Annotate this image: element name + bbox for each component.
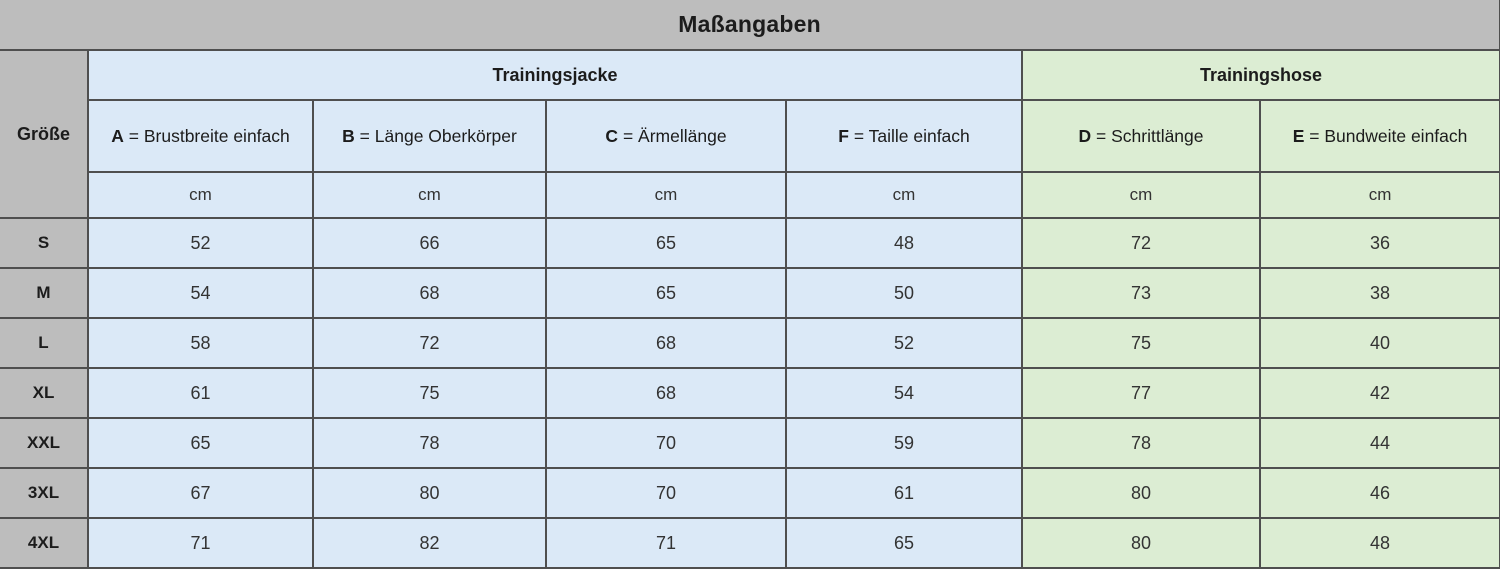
column-key-e: E	[1292, 125, 1305, 146]
column-key-d: D	[1078, 125, 1092, 146]
value-cell: 80	[312, 467, 547, 519]
column-label-a: Brustbreite einfach	[143, 125, 290, 146]
group-header-trainingsjacke: Trainingsjacke	[87, 49, 1023, 101]
column-label-d: Schrittlänge	[1111, 125, 1204, 146]
value-cell: 80	[1021, 517, 1261, 569]
column-key-a: A	[111, 125, 124, 146]
value-cell: 58	[87, 317, 314, 369]
value-cell: 70	[545, 417, 787, 469]
size-column-header: Größe	[0, 49, 89, 219]
size-row-m: M 54 68 65 50 73 38	[0, 267, 1500, 319]
column-key-b: B	[342, 125, 355, 146]
unit-row: cm cm cm cm cm cm	[0, 171, 1500, 219]
group-header-trainingshose: Trainingshose	[1020, 49, 1500, 101]
value-cell: 80	[1021, 467, 1261, 519]
column-label-f: Taille einfach	[868, 125, 970, 146]
value-cell: 78	[1021, 417, 1261, 469]
value-cell: 77	[1021, 367, 1261, 419]
value-cell: 54	[87, 267, 314, 319]
size-row-s: S 52 66 65 48 72 36	[0, 217, 1500, 269]
size-row-xxl: XXL 65 78 70 59 78 44	[0, 417, 1500, 469]
value-cell: 68	[545, 317, 787, 369]
value-cell: 52	[87, 217, 314, 269]
group-header-row: Größe Trainingsjacke Trainingshose	[0, 49, 1500, 219]
value-cell: 46	[1258, 467, 1500, 519]
value-cell: 36	[1258, 217, 1500, 269]
separator: =	[853, 125, 865, 146]
chart-title: Maßangaben	[0, 0, 1500, 51]
column-key-c: C	[605, 125, 619, 146]
value-cell: 42	[1258, 367, 1500, 419]
unit-cell: cm	[1258, 171, 1500, 219]
column-header-c: C = Ärmellänge	[545, 99, 787, 173]
column-label-b: Länge Oberkörper	[374, 125, 517, 146]
value-cell: 65	[545, 267, 787, 319]
size-label: L	[0, 317, 89, 369]
size-row-4xl: 4XL 71 82 71 65 80 48	[0, 517, 1500, 569]
value-cell: 52	[785, 317, 1023, 369]
size-label: S	[0, 217, 89, 269]
value-cell: 61	[87, 367, 314, 419]
column-header-e: E = Bundweite einfach	[1258, 99, 1500, 173]
value-cell: 75	[312, 367, 547, 419]
column-key-f: F	[838, 125, 849, 146]
separator: =	[128, 125, 139, 146]
value-cell: 71	[87, 517, 314, 569]
value-cell: 68	[545, 367, 787, 419]
size-row-3xl: 3XL 67 80 70 61 80 46	[0, 467, 1500, 519]
size-label: 4XL	[0, 517, 89, 569]
size-label: 3XL	[0, 467, 89, 519]
value-cell: 67	[87, 467, 314, 519]
title-row: Maßangaben	[0, 0, 1500, 51]
unit-cell: cm	[785, 171, 1023, 219]
value-cell: 54	[785, 367, 1023, 419]
value-cell: 38	[1258, 267, 1500, 319]
value-cell: 65	[87, 417, 314, 469]
value-cell: 78	[312, 417, 547, 469]
size-label: XXL	[0, 417, 89, 469]
column-header-a: A = Brustbreite einfach	[87, 99, 314, 173]
unit-cell: cm	[545, 171, 787, 219]
unit-cell: cm	[1021, 171, 1261, 219]
value-cell: 65	[785, 517, 1023, 569]
value-cell: 50	[785, 267, 1023, 319]
value-cell: 73	[1021, 267, 1261, 319]
value-cell: 40	[1258, 317, 1500, 369]
value-cell: 48	[785, 217, 1023, 269]
separator: =	[1309, 125, 1320, 146]
value-cell: 75	[1021, 317, 1261, 369]
unit-cell: cm	[312, 171, 547, 219]
value-cell: 66	[312, 217, 547, 269]
column-header-b: B = Länge Oberkörper	[312, 99, 547, 173]
value-cell: 61	[785, 467, 1023, 519]
separator: =	[1095, 125, 1107, 146]
value-cell: 72	[1021, 217, 1261, 269]
column-header-f: F = Taille einfach	[785, 99, 1023, 173]
size-row-l: L 58 72 68 52 75 40	[0, 317, 1500, 369]
size-row-xl: XL 61 75 68 54 77 42	[0, 367, 1500, 419]
separator: =	[359, 125, 370, 146]
column-header-row: A = Brustbreite einfach B = Länge Oberkö…	[0, 99, 1500, 173]
column-label-e: Bundweite einfach	[1324, 125, 1468, 146]
value-cell: 48	[1258, 517, 1500, 569]
value-cell: 59	[785, 417, 1023, 469]
column-label-c: Ärmellänge	[638, 125, 727, 146]
size-label: M	[0, 267, 89, 319]
size-label: XL	[0, 367, 89, 419]
separator: =	[622, 125, 634, 146]
value-cell: 68	[312, 267, 547, 319]
value-cell: 72	[312, 317, 547, 369]
value-cell: 82	[312, 517, 547, 569]
value-cell: 65	[545, 217, 787, 269]
unit-cell: cm	[87, 171, 314, 219]
value-cell: 44	[1258, 417, 1500, 469]
column-header-d: D = Schrittlänge	[1021, 99, 1261, 173]
value-cell: 70	[545, 467, 787, 519]
value-cell: 71	[545, 517, 787, 569]
